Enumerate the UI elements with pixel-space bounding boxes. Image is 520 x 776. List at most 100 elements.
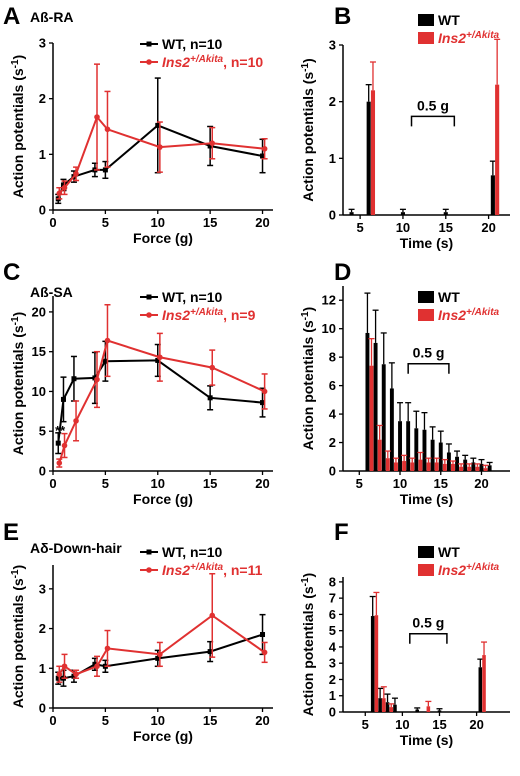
x-axis-label: Time (s): [400, 732, 453, 748]
bar: [366, 101, 371, 215]
legend-swatch: [418, 546, 434, 558]
legend-marker: [146, 294, 152, 300]
data-point: [55, 440, 61, 446]
x-tick-label: 5: [356, 476, 363, 491]
bar: [495, 84, 500, 216]
y-tick-label: 3: [39, 36, 46, 51]
y-tick-label: 7: [329, 591, 336, 606]
data-point: [94, 376, 100, 383]
legend-swatch: [418, 309, 434, 321]
x-tick-label: 15: [434, 476, 448, 491]
x-tick-label: 20: [481, 220, 495, 235]
bar: [406, 421, 411, 471]
x-tick-label: 10: [151, 476, 165, 491]
x-tick-label: 20: [255, 215, 269, 230]
bar: [451, 463, 455, 471]
x-tick-label: 5: [102, 215, 109, 230]
legend-marker: [146, 59, 152, 65]
bar: [370, 90, 376, 215]
y-tick-label: 3: [329, 656, 336, 671]
chart-panel-d: D 0 2 4 6 8 10 12 5 10 15 20 Time (s) Action potentia…: [300, 259, 510, 507]
bracket-line: [409, 632, 448, 644]
y-tick-label: 6: [329, 378, 336, 393]
bar: [385, 458, 390, 471]
data-point: [73, 418, 79, 424]
data-point: [209, 612, 216, 619]
y-tick-label: 0: [329, 464, 336, 479]
x-tick-label: 0: [49, 476, 56, 491]
y-tick-label: 6: [329, 607, 336, 622]
bar: [455, 456, 460, 471]
panel-letter: F: [334, 519, 349, 546]
y-tick-label: 2: [329, 435, 336, 450]
x-tick-label: 10: [393, 476, 407, 491]
bar: [369, 365, 374, 471]
bracket-line: [410, 115, 456, 127]
y-tick-label: 10: [32, 384, 46, 399]
bar: [402, 461, 407, 471]
stimulus-bracket: 0.5 g: [409, 615, 448, 644]
series-wt: [348, 84, 496, 215]
legend-label: Ins2+/Akita: [438, 562, 500, 578]
data-point: [207, 395, 213, 401]
data-point: [60, 396, 66, 402]
legend: WT, n=10 Ins2+/Akita, n=9: [140, 289, 256, 323]
bar: [434, 462, 439, 471]
data-point: [61, 663, 68, 670]
chart-panel-e: E Aδ-Down-hair 0 1 2 3 0 5 10 15 20 Force (g) Action…: [3, 519, 273, 744]
bar: [426, 462, 431, 471]
bar: [478, 667, 483, 712]
data-point: [260, 400, 266, 406]
chart-panel-c: C Aß-SA 0 5 10 15 20 0 5 10 15 20 Force (g) Action po…: [3, 259, 273, 507]
data-point: [104, 337, 111, 344]
legend-label: WT: [438, 544, 460, 560]
bar: [398, 421, 402, 471]
series-akita: [369, 38, 501, 216]
y-tick-label: 1: [39, 147, 46, 162]
bar: [393, 462, 398, 471]
data-point: [73, 171, 79, 177]
panel-letter: B: [334, 3, 351, 30]
data-point: [94, 114, 100, 120]
y-tick-label: 3: [329, 38, 336, 53]
legend-marker: [146, 41, 152, 47]
bar: [438, 442, 443, 471]
bar: [426, 706, 431, 712]
data-point: [92, 661, 98, 667]
panel-letter: C: [3, 259, 20, 286]
x-tick-label: 0: [49, 215, 56, 230]
series-wt: [364, 292, 493, 471]
chart-panel-b: B 0 1 2 3 5 10 15 20 Time (s) Action potentials (s…: [300, 3, 510, 251]
bar: [487, 465, 492, 471]
x-tick-label: 20: [255, 476, 269, 491]
data-point: [157, 651, 163, 658]
bar: [463, 459, 468, 471]
bar: [479, 463, 484, 471]
y-tick-label: 0: [39, 701, 46, 716]
y-axis-label: Action potentials (s-1): [10, 565, 26, 708]
data-point: [94, 663, 100, 670]
data-point: [102, 167, 108, 173]
bar: [490, 175, 495, 215]
bar: [365, 332, 370, 471]
bar: [443, 212, 448, 215]
bar: [459, 466, 464, 471]
legend: WT Ins2+/Akita: [418, 12, 500, 46]
bar: [400, 212, 406, 215]
data-point: [207, 649, 213, 655]
bar: [389, 388, 394, 471]
bar: [414, 428, 419, 471]
stimulus-label: 0.5 g: [412, 615, 444, 631]
bar: [475, 466, 480, 471]
bar: [373, 342, 378, 471]
data-point: [55, 675, 61, 681]
stimulus-bracket: 0.5 g: [410, 97, 456, 127]
x-axis-label: Time (s): [400, 235, 453, 251]
y-tick-label: 3: [39, 581, 46, 596]
x-axis-label: Time (s): [400, 491, 453, 507]
x-axis-label: Force (g): [133, 728, 193, 744]
y-tick-label: 5: [39, 424, 46, 439]
data-point: [56, 460, 63, 466]
